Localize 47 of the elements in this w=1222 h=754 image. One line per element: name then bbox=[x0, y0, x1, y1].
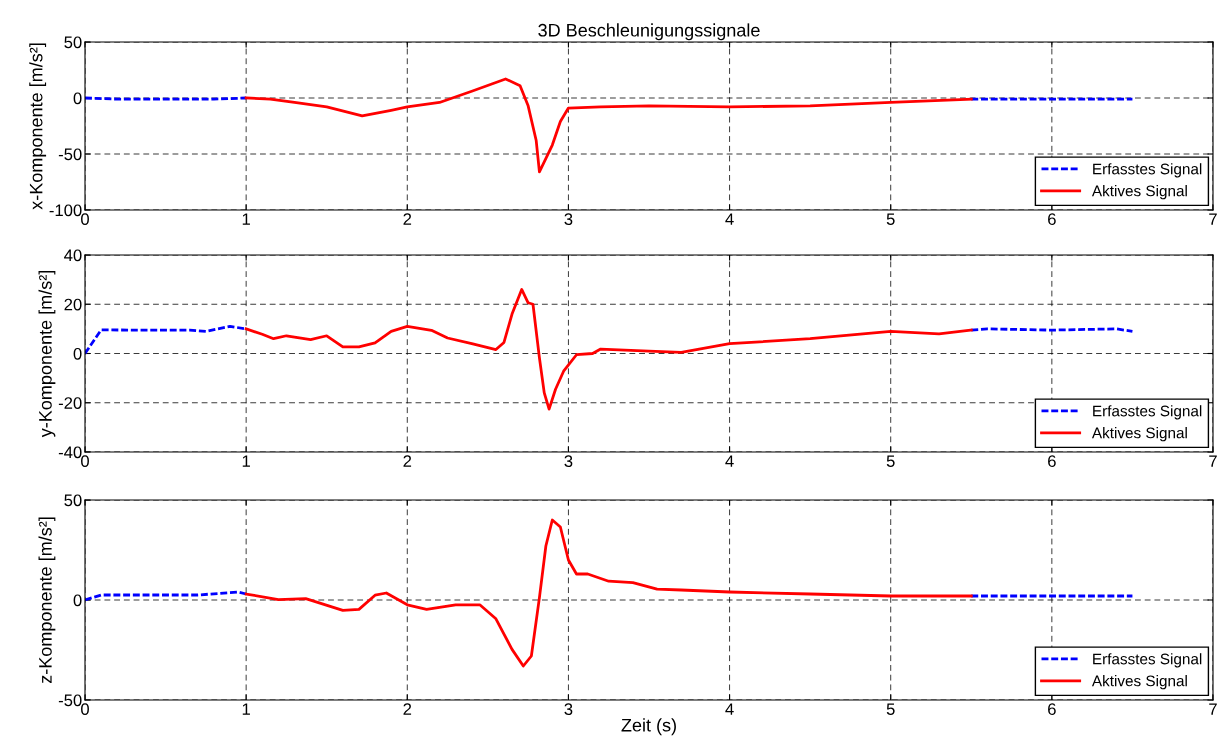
x-tick-label: 7 bbox=[1209, 455, 1217, 467]
x-tick-label: 3 bbox=[564, 703, 573, 716]
y-tick-label: 50 bbox=[64, 36, 82, 49]
y-axis-title: z-Komponente [m/s²] bbox=[38, 517, 56, 684]
x-tick-label: 6 bbox=[1048, 703, 1056, 716]
x-tick-label: 2 bbox=[403, 455, 412, 467]
x-tick-label: 1 bbox=[242, 213, 250, 225]
line-series bbox=[244, 288, 973, 411]
y-tick-label: 0 bbox=[73, 92, 82, 105]
y-tick-label: -100 bbox=[49, 204, 82, 217]
legend-label: Aktives Signal bbox=[1091, 427, 1187, 442]
x-tick-label: 7 bbox=[1209, 703, 1217, 715]
y-tick-label: 20 bbox=[64, 298, 82, 311]
y-tick-label: -40 bbox=[58, 446, 82, 459]
line-series bbox=[244, 518, 973, 668]
x-tick-label: 3 bbox=[564, 213, 573, 226]
x-tick-label: 6 bbox=[1048, 213, 1056, 226]
x-tick-label: 6 bbox=[1048, 455, 1056, 468]
y-tick-label: -50 bbox=[58, 148, 82, 161]
x-tick-label: 4 bbox=[725, 703, 734, 715]
y-tick-label: 40 bbox=[64, 249, 82, 262]
y-tick-label: -20 bbox=[58, 397, 82, 409]
legend-label: Erfasstes Signal bbox=[1093, 405, 1202, 420]
x-tick-label: 1 bbox=[242, 703, 250, 715]
y-axis-title: y-Komponente [m/s²] bbox=[38, 270, 56, 438]
x-tick-label: 5 bbox=[886, 213, 895, 226]
y-tick-label: 0 bbox=[73, 347, 82, 360]
x-tick-label: 2 bbox=[403, 703, 412, 715]
x-tick-label: 4 bbox=[725, 455, 734, 467]
x-tick-label: 2 bbox=[403, 213, 412, 225]
x-tick-label: 5 bbox=[886, 455, 895, 468]
y-tick-label: -50 bbox=[58, 694, 82, 707]
x-tick-label: 3 bbox=[564, 455, 573, 468]
chart-title: 3D Beschleunigungssignale bbox=[538, 23, 760, 41]
y-tick-label: 0 bbox=[73, 594, 82, 607]
x-tick-label: 7 bbox=[1209, 213, 1217, 225]
x-tick-label: 4 bbox=[725, 213, 734, 225]
y-axis-title: x-Komponente [m/s²] bbox=[29, 43, 47, 210]
y-tick-label: 50 bbox=[64, 494, 82, 507]
legend-label: Erfasstes Signal bbox=[1093, 653, 1202, 668]
x-axis-title: Zeit (s) bbox=[621, 718, 676, 736]
line-series bbox=[244, 77, 973, 174]
legend-label: Aktives Signal bbox=[1091, 675, 1187, 690]
legend-label: Erfasstes Signal bbox=[1093, 163, 1202, 178]
legend-label: Aktives Signal bbox=[1091, 185, 1187, 200]
x-tick-label: 1 bbox=[242, 455, 250, 467]
x-tick-label: 5 bbox=[886, 703, 895, 716]
